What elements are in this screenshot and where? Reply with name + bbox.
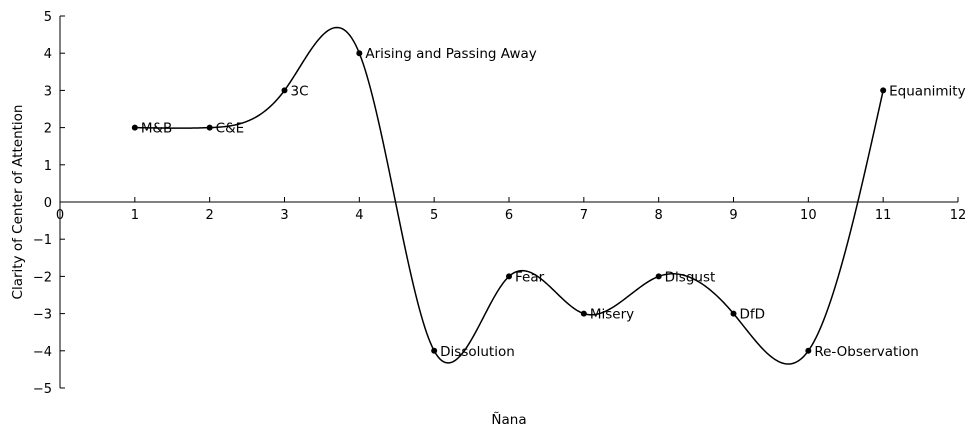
y-tick-label: −1 — [33, 233, 52, 248]
y-tick-label: −4 — [33, 345, 52, 360]
data-point — [431, 347, 438, 354]
x-tick-label: 6 — [505, 208, 513, 223]
x-tick-label: 10 — [800, 208, 817, 223]
data-label: DfD — [740, 307, 766, 323]
y-axis-title: Clarity of Center of Attention — [10, 105, 26, 300]
y-tick-label: −5 — [33, 382, 52, 397]
y-tick-label: 5 — [44, 10, 52, 25]
data-point — [281, 87, 288, 94]
y-tick-label: 2 — [44, 122, 52, 137]
y-tick-label: 0 — [44, 196, 52, 211]
x-tick-label: 0 — [56, 208, 64, 223]
x-tick-label: 5 — [430, 208, 438, 223]
y-tick-label: 3 — [44, 84, 52, 99]
data-label: Re-Observation — [814, 344, 919, 360]
x-tick-label: 4 — [355, 208, 363, 223]
data-points: M&B C&E 3C Arising and Passing Away Dissolut… — [131, 46, 966, 360]
data-label: Dissolution — [440, 344, 515, 360]
data-point — [805, 347, 812, 354]
series-line — [134, 26, 884, 365]
x-tick-label: 11 — [875, 208, 892, 223]
x-tick-label: 8 — [655, 208, 663, 223]
data-point — [880, 87, 887, 94]
data-point — [506, 273, 512, 280]
data-label: Equanimity — [889, 83, 965, 99]
data-label: 3C — [291, 83, 309, 99]
data-label: Misery — [590, 307, 634, 323]
y-tick-label: 4 — [44, 47, 52, 62]
y-tick-label: −2 — [33, 270, 52, 285]
y-tick-label: 1 — [44, 159, 52, 174]
y-tick-label: −3 — [33, 308, 52, 323]
data-label: Arising and Passing Away — [365, 46, 536, 62]
data-label: Disgust — [665, 269, 716, 285]
x-tick-label: 7 — [580, 208, 588, 223]
x-tick-label: 1 — [131, 208, 139, 223]
data-point — [655, 273, 662, 280]
x-tick-label: 9 — [729, 208, 737, 223]
data-point — [206, 124, 213, 131]
x-axis-title: Ñana — [491, 411, 526, 428]
x-tick-label: 2 — [206, 208, 214, 223]
data-label: Fear — [515, 269, 545, 285]
data-label: C&E — [216, 121, 244, 137]
data-point — [356, 50, 363, 57]
data-point — [730, 310, 737, 317]
data-point — [580, 310, 587, 317]
data-point — [131, 124, 138, 131]
x-tick-label: 12 — [950, 208, 967, 223]
x-tick-label: 3 — [280, 208, 288, 223]
data-label: M&B — [141, 121, 172, 137]
